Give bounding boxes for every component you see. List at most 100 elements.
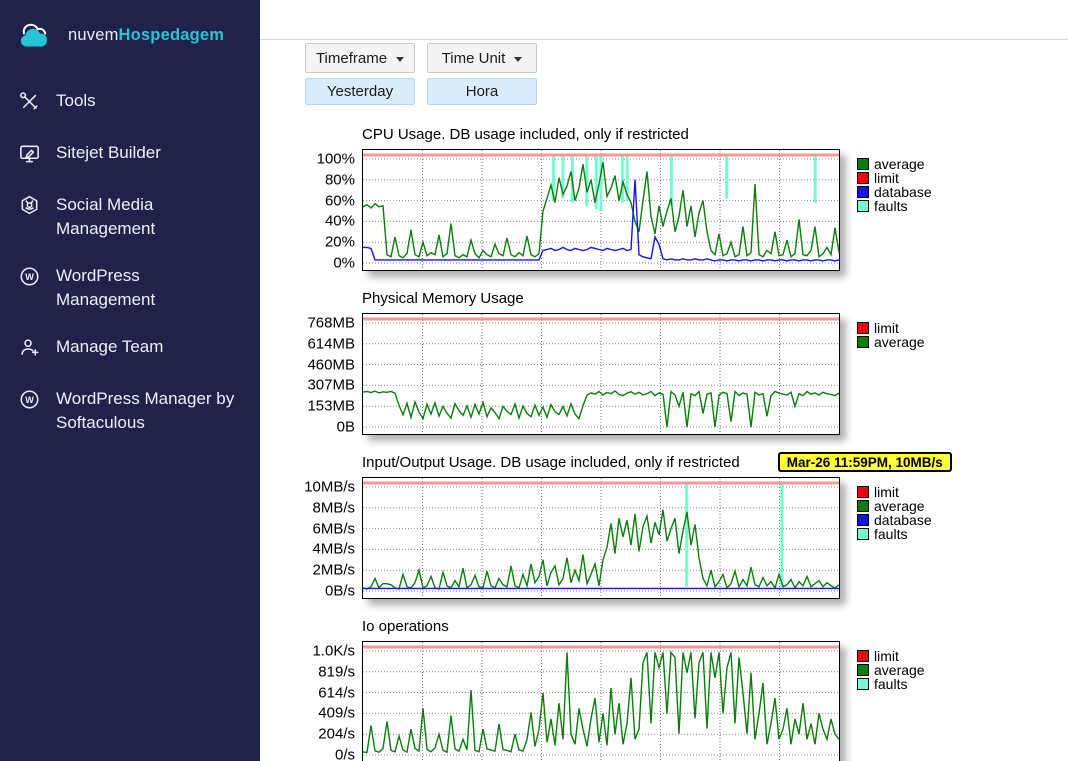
chart-canvas-svg — [362, 313, 840, 435]
chart-canvas[interactable] — [362, 477, 840, 599]
y-axis-tick: 80% — [324, 171, 355, 189]
sidebar: nuvemHospedagem Tools Sitejet Builder Soci… — [0, 0, 260, 761]
y-axis-tick: 2MB/s — [312, 561, 355, 579]
chart-title: Input/Output Usage. DB usage included, o… — [362, 453, 740, 471]
legend-label: average — [874, 333, 925, 350]
sidebar-item-sitejet-builder[interactable]: Sitejet Builder — [14, 134, 242, 177]
y-axis-tick: 460MB — [307, 356, 355, 374]
chart-title: CPU Usage. DB usage included, only if re… — [362, 125, 689, 143]
sidebar-item-label: Tools — [56, 91, 96, 110]
legend-label: limit — [874, 319, 899, 336]
sidebar-item-manage-team[interactable]: Manage Team — [14, 328, 242, 371]
chart-legend: average limit database faults — [857, 149, 932, 213]
chevron-down-icon — [396, 56, 405, 62]
timeframe-value-button[interactable]: Yesterday — [305, 78, 415, 105]
tools-icon — [18, 89, 42, 118]
y-axis-tick: 4MB/s — [312, 540, 355, 558]
toolbar-value-row: Yesterday Hora — [305, 78, 1068, 105]
legend-swatch — [857, 486, 869, 498]
legend-label: database — [874, 511, 932, 528]
chart-row: 10MB/s 8MB/s 6MB/s 4MB/s 2MB/s 0B/s limit avera… — [304, 477, 1068, 600]
brand-name-accent: Hospedagem — [118, 25, 225, 44]
y-axis-tick: 768MB — [307, 314, 355, 332]
sidebar-item-label: Sitejet Builder — [56, 143, 161, 162]
y-axis-tick: 0B/s — [324, 582, 355, 600]
legend-item-average: average — [857, 499, 932, 513]
legend-label: faults — [874, 525, 908, 542]
chart-canvas-svg — [362, 149, 840, 271]
sidebar-item-social-media-management[interactable]: Social Media Management — [14, 186, 242, 248]
legend-swatch — [857, 336, 869, 348]
timeframe-dropdown[interactable]: Timeframe — [305, 43, 415, 73]
chart-title: Io operations — [362, 617, 449, 635]
wordpress-icon: W — [18, 264, 42, 293]
toolbar: Timeframe Time Unit Yesterday Hora — [305, 43, 1068, 105]
y-axis-labels: 768MB 614MB 460MB 307MB 153MB 0B — [305, 313, 362, 436]
y-axis-tick: 819/s — [318, 663, 355, 681]
sidebar-item-wordpress-management[interactable]: W WordPress Management — [14, 257, 242, 319]
legend-label: faults — [874, 675, 908, 692]
legend-label: average — [874, 155, 925, 172]
chart-canvas-svg — [362, 641, 840, 761]
legend-swatch — [857, 514, 869, 526]
chart-canvas[interactable] — [362, 149, 840, 271]
sidebar-item-tools[interactable]: Tools — [14, 82, 242, 125]
y-axis-tick: 6MB/s — [312, 520, 355, 538]
legend-swatch — [857, 186, 869, 198]
chart-title-row: Input/Output Usage. DB usage included, o… — [362, 452, 1068, 472]
chart-legend: limit average — [857, 313, 925, 349]
timeunit-value-button[interactable]: Hora — [427, 78, 537, 105]
brand-logo[interactable]: nuvemHospedagem — [14, 12, 242, 58]
legend-item-average: average — [857, 157, 932, 171]
chart-tooltip: Mar-26 11:59PM, 10MB/s — [777, 452, 952, 472]
chart-canvas[interactable] — [362, 641, 840, 761]
sidebar-nav: Tools Sitejet Builder Social Media Managem… — [14, 82, 242, 451]
main-area: Timeframe Time Unit Yesterday Hora CPU U… — [260, 40, 1068, 761]
legend-label: database — [874, 183, 932, 200]
y-axis-tick: 0/s — [334, 746, 355, 761]
y-axis-labels: 1.0K/s 819/s 614/s 409/s 204/s 0/s — [305, 641, 362, 761]
chart-row: 100% 80% 60% 40% 20% 0% average limit database fa… — [305, 149, 1068, 272]
y-axis-tick: 614/s — [318, 684, 355, 702]
timeframe-dropdown-label: Timeframe — [315, 49, 388, 67]
chart-title: Physical Memory Usage — [362, 289, 524, 307]
sidebar-item-label: WordPress Management — [56, 266, 156, 309]
legend-item-faults: faults — [857, 677, 925, 691]
legend-label: limit — [874, 483, 899, 500]
y-axis-tick: 409/s — [318, 704, 355, 722]
legend-label: limit — [874, 647, 899, 664]
chart-canvas[interactable] — [362, 313, 840, 435]
legend-item-limit: limit — [857, 485, 932, 499]
legend-label: faults — [874, 197, 908, 214]
y-axis-tick: 1.0K/s — [312, 642, 355, 660]
legend-item-faults: faults — [857, 527, 932, 541]
legend-swatch — [857, 678, 869, 690]
y-axis-tick: 307MB — [307, 376, 355, 394]
chart-title-row: Physical Memory Usage — [362, 288, 1068, 308]
y-axis-tick: 20% — [324, 233, 355, 251]
legend-swatch — [857, 158, 869, 170]
svg-text:W: W — [25, 272, 34, 282]
legend-label: limit — [874, 169, 899, 186]
legend-item-average: average — [857, 335, 925, 349]
chart-io-operations: Io operations 1.0K/s 819/s 614/s 409/s 204/s 0… — [305, 616, 1068, 761]
chart-legend: limit average faults — [857, 641, 925, 691]
toolbar-dropdown-row: Timeframe Time Unit — [305, 43, 1068, 73]
chart-row: 1.0K/s 819/s 614/s 409/s 204/s 0/s limit averag… — [305, 641, 1068, 761]
legend-swatch — [857, 322, 869, 334]
legend-item-database: database — [857, 513, 932, 527]
wordpress-icon: W — [18, 387, 42, 416]
legend-swatch — [857, 500, 869, 512]
y-axis-tick: 153MB — [307, 397, 355, 415]
chart-memory-usage: Physical Memory Usage 768MB 614MB 460MB 307M… — [305, 288, 1068, 436]
sidebar-item-label: WordPress Manager by Softaculous — [56, 389, 235, 432]
chevron-down-icon — [514, 56, 523, 62]
sidebar-item-wordpress-manager-by-softaculous[interactable]: W WordPress Manager by Softaculous — [14, 380, 242, 442]
legend-label: average — [874, 497, 925, 514]
cloud-icon — [20, 23, 48, 47]
social-media-icon — [18, 193, 42, 222]
timeunit-dropdown[interactable]: Time Unit — [427, 43, 537, 73]
svg-text:W: W — [25, 395, 34, 405]
legend-item-limit: limit — [857, 649, 925, 663]
y-axis-tick: 0B — [336, 418, 355, 436]
